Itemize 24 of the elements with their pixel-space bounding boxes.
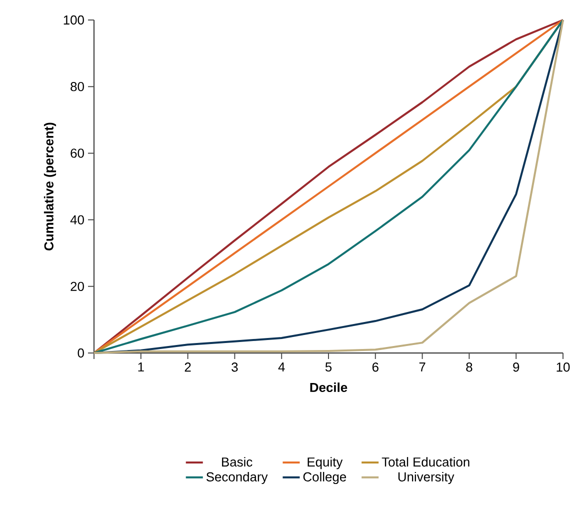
x-axis-title: Decile xyxy=(310,382,348,392)
x-tick-label: 6 xyxy=(372,362,378,372)
y-tick-label: 20 xyxy=(70,282,84,291)
x-tick-label: 2 xyxy=(184,362,191,372)
x-tick-label: 8 xyxy=(466,362,472,372)
y-tick-label: 80 xyxy=(70,82,84,92)
legend-label: Basic xyxy=(222,457,252,467)
legend-label: Secondary xyxy=(206,472,268,484)
x-tick-label: 9 xyxy=(513,362,520,372)
x-tick-label: 4 xyxy=(278,362,285,372)
y-tick-label: 100 xyxy=(64,15,84,25)
y-tick-label: 40 xyxy=(70,215,84,224)
x-tick-label: 7 xyxy=(419,362,426,372)
x-tick-label: 5 xyxy=(325,362,332,372)
legend-label: University xyxy=(398,472,454,484)
x-tick-label: 10 xyxy=(556,362,570,372)
x-tick-label: 1 xyxy=(138,362,144,372)
x-tick-label: 3 xyxy=(232,362,238,372)
legend-label: College xyxy=(303,472,346,484)
y-tick-label: 0 xyxy=(78,348,84,358)
y-axis-title: Cumulative (percent) xyxy=(44,122,56,250)
y-tick-label: 60 xyxy=(70,148,84,158)
legend-label: Total Education xyxy=(382,457,470,467)
legend-label: Equity xyxy=(308,457,343,470)
